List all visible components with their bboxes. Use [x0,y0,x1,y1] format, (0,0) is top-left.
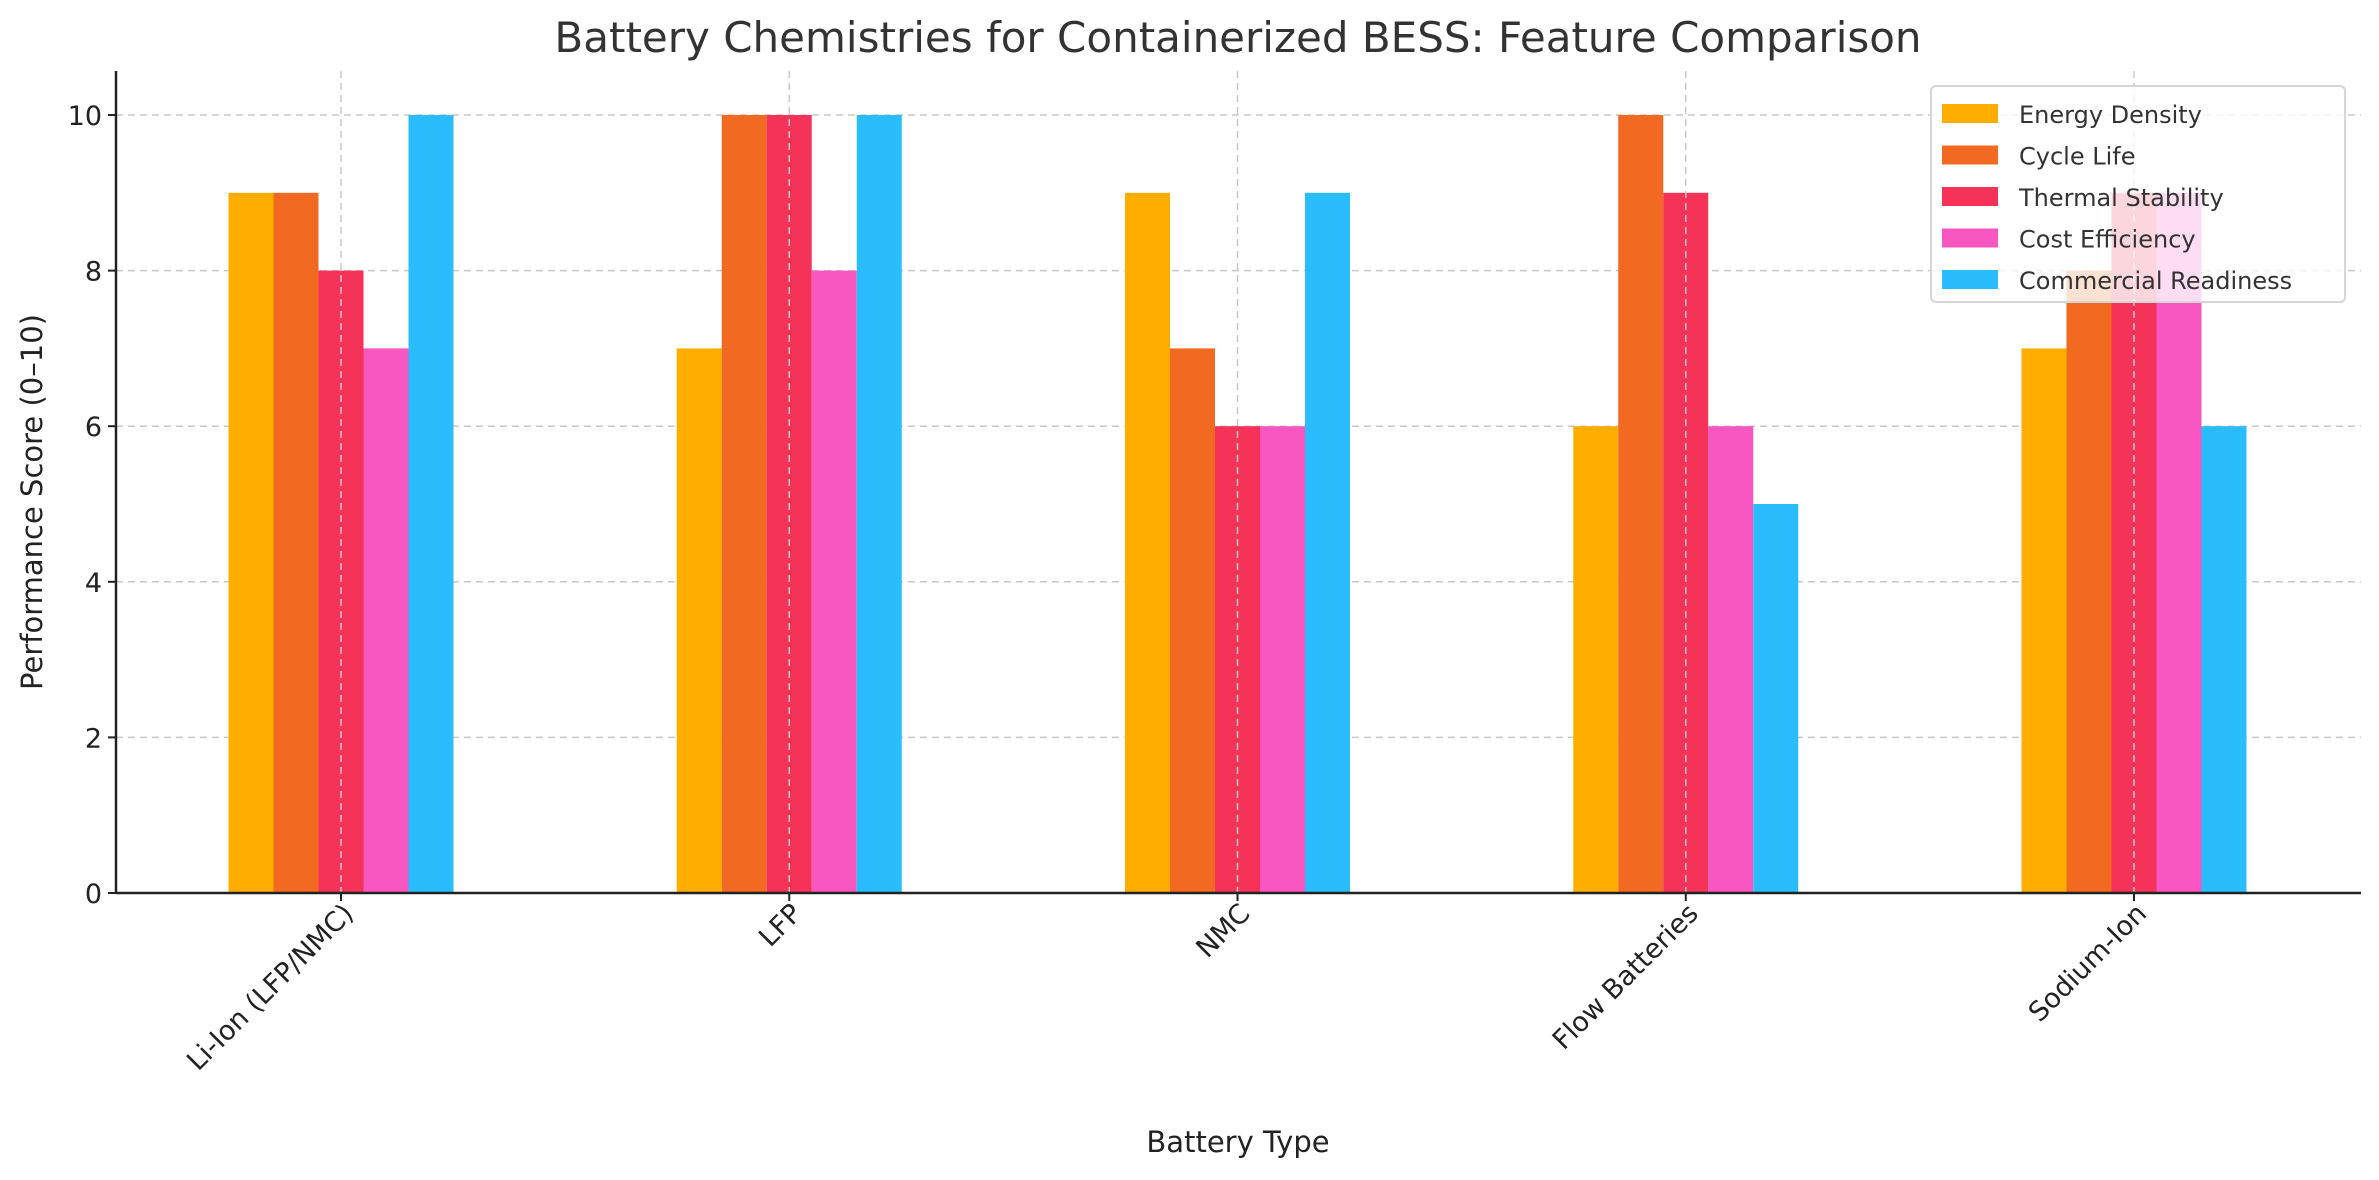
legend-label: Thermal Stability [2018,184,2224,212]
bar-cycle-life [2066,270,2112,894]
legend-label: Cycle Life [2019,143,2135,171]
bar-cost-efficiency [1260,426,1305,893]
legend-label: Commercial Readiness [2019,267,2292,295]
bar-cycle-life [1170,348,1215,893]
bar-cost-efficiency [1708,426,1754,893]
bar-cycle-life [273,192,319,894]
bar-cost-efficiency [2156,192,2202,894]
x-tick-label: Flow Batteries [1547,898,1705,1056]
bar-cycle-life [721,115,767,893]
x-tick-label: NMC [1190,898,1256,964]
y-tick-label: 8 [85,257,102,288]
x-ticks: Li-Ion (LFP/NMC) LFP NMC Flow Batteries Sodi… [181,893,2153,1077]
bar-commercial-readiness [408,115,454,893]
x-axis-label: Battery Type [1146,1125,1329,1159]
bar-energy-density [228,192,274,894]
y-ticks: 0 2 4 6 8 10 [68,101,116,910]
y-tick-label: 0 [85,879,102,910]
x-tick-label: LFP [753,898,808,953]
legend-label: Energy Density [2019,101,2202,129]
bar-energy-density [1125,192,1170,894]
bar-commercial-readiness [856,115,902,893]
y-tick-label: 10 [68,101,102,132]
chart-title: Battery Chemistries for Containerized BE… [554,13,1921,62]
bars [228,115,2247,894]
bar-cost-efficiency [363,348,409,893]
legend-swatch [1942,228,1998,248]
legend-swatch [1942,187,1998,206]
y-tick-label: 4 [85,568,102,599]
bar-cycle-life [1618,115,1664,893]
legend: Energy Density Cycle Life Thermal Stabilit… [1930,85,2346,303]
legend-box [1930,85,2346,303]
legend-label: Cost Efficiency [2019,226,2196,254]
y-axis-label: Performance Score (0–10) [15,314,49,690]
x-tick-label: Li-Ion (LFP/NMC) [181,898,360,1077]
bar-energy-density [1573,426,1619,893]
grid-vertical [340,71,2135,893]
bar-commercial-readiness [1305,192,1350,894]
legend-swatch [1942,104,1998,123]
y-tick-label: 6 [85,412,102,443]
x-tick-label: Sodium-Ion [2023,898,2153,1028]
y-tick-label: 2 [85,723,102,754]
bar-cost-efficiency [811,270,857,894]
bar-commercial-readiness [1753,504,1799,893]
legend-swatch [1942,270,1998,289]
bar-energy-density [676,348,722,893]
bar-energy-density [2021,348,2067,893]
legend-swatch [1942,145,1998,165]
bar-commercial-readiness [2201,426,2247,893]
